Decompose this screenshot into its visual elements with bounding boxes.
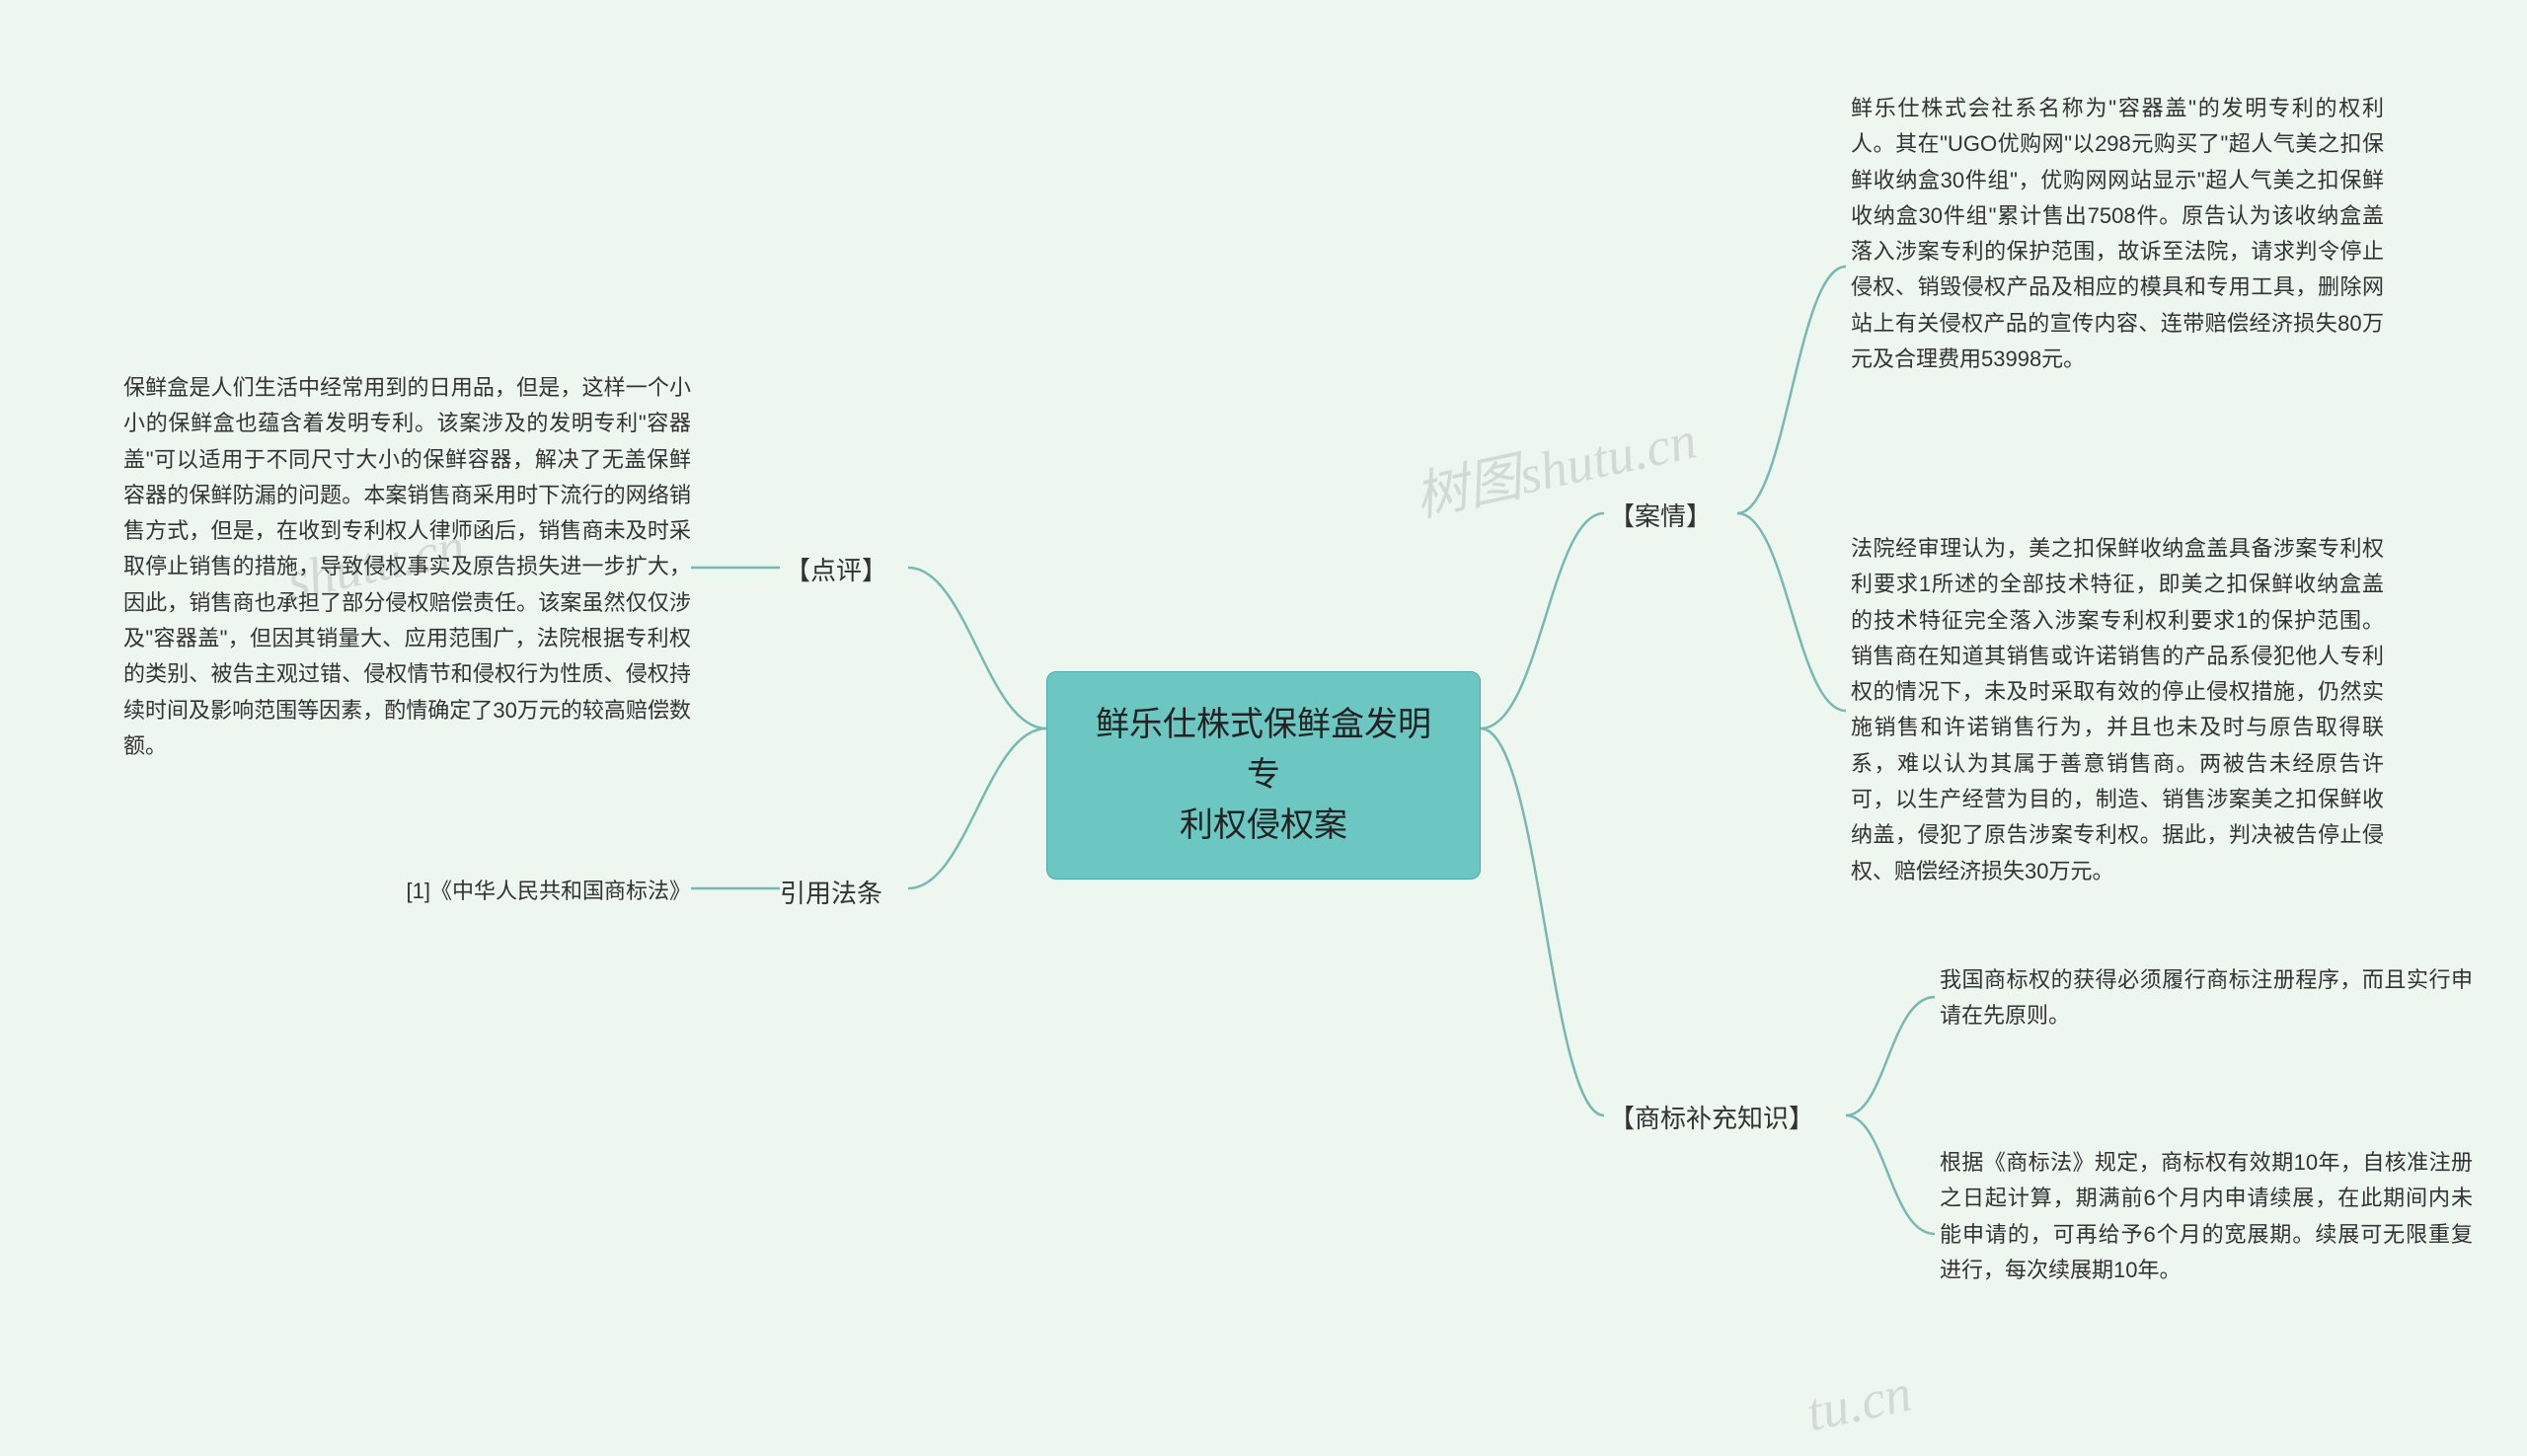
watermark: tu.cn xyxy=(1801,1362,1917,1444)
leaf-anqing-2: 法院经审理认为，美之扣保鲜收纳盒盖具备涉案专利权利要求1所述的全部技术特征，即美… xyxy=(1851,531,2384,889)
branch-label-yinyong: 引用法条 xyxy=(780,874,882,910)
branch-label-dianping: 【点评】 xyxy=(785,551,887,587)
center-title-line1: 鲜乐仕株式保鲜盒发明专 xyxy=(1096,706,1431,794)
leaf-dianping: 保鲜盒是人们生活中经常用到的日用品，但是，这样一个小小的保鲜盒也蕴含着发明专利。… xyxy=(123,370,691,764)
center-title-line2: 利权侵权案 xyxy=(1180,806,1347,844)
leaf-anqing-1: 鲜乐仕株式会社系名称为"容器盖"的发明专利的权利人。其在"UGO优购网"以298… xyxy=(1851,91,2384,377)
mindmap-canvas: shutu.cn 树图shutu.cn tu.cn 鲜乐仕株式保鲜盒发明专 利权… xyxy=(0,0,2527,1456)
leaf-shangbiao-2: 根据《商标法》规定，商标权有效期10年，自核准注册之日起计算，期满前6个月内申请… xyxy=(1940,1145,2473,1288)
center-node: 鲜乐仕株式保鲜盒发明专 利权侵权案 xyxy=(1046,671,1481,880)
leaf-yinyong: [1]《中华人民共和国商标法》 xyxy=(375,874,691,909)
branch-label-shangbiao: 【商标补充知识】 xyxy=(1609,1099,1814,1135)
leaf-shangbiao-1: 我国商标权的获得必须履行商标注册程序，而且实行申请在先原则。 xyxy=(1940,962,2473,1035)
branch-label-anqing: 【案情】 xyxy=(1609,497,1712,533)
